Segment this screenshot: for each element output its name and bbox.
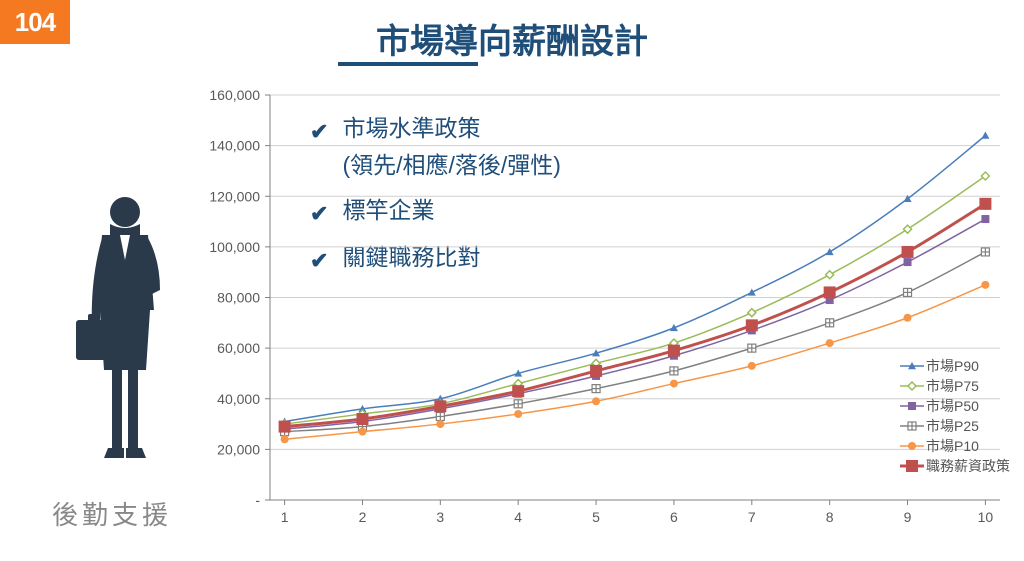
svg-text:60,000: 60,000 xyxy=(217,340,260,356)
svg-text:80,000: 80,000 xyxy=(217,290,260,306)
legend-item: 市場P75 xyxy=(900,376,1010,396)
legend-label: 職務薪資政策 xyxy=(926,456,1010,476)
legend-marker-icon xyxy=(900,399,924,413)
legend-label: 市場P75 xyxy=(926,376,979,396)
svg-text:7: 7 xyxy=(748,509,756,525)
svg-text:8: 8 xyxy=(826,509,834,525)
svg-text:20,000: 20,000 xyxy=(217,441,260,457)
legend-item: 市場P50 xyxy=(900,396,1010,416)
legend-marker-icon xyxy=(900,419,924,433)
legend-marker-icon xyxy=(900,359,924,373)
svg-text:140,000: 140,000 xyxy=(209,138,260,154)
legend-item: 職務薪資政策 xyxy=(900,456,1010,476)
page-title: 市場導向薪酬設計 xyxy=(0,14,1024,63)
svg-text:9: 9 xyxy=(904,509,912,525)
legend-label: 市場P90 xyxy=(926,356,979,376)
title-underline xyxy=(338,62,478,66)
legend-item: 市場P90 xyxy=(900,356,1010,376)
legend-marker-icon xyxy=(900,439,924,453)
legend-label: 市場P50 xyxy=(926,396,979,416)
chart-legend: 市場P90 市場P75 市場P50 市場P25 市場P10 職務薪資政策 xyxy=(900,356,1010,476)
legend-label: 市場P25 xyxy=(926,416,979,436)
svg-text:10: 10 xyxy=(978,509,994,525)
legend-marker-icon xyxy=(900,379,924,393)
svg-text:6: 6 xyxy=(670,509,678,525)
legend-marker-icon xyxy=(900,459,924,473)
salary-chart: - 20,000 40,000 60,000 80,000 100,000 120,000 1… xyxy=(200,85,1020,540)
person-label: 後勤支援 xyxy=(52,495,172,532)
svg-text:5: 5 xyxy=(592,509,600,525)
person-silhouette-icon xyxy=(60,190,190,470)
svg-text:1: 1 xyxy=(281,509,289,525)
svg-text:3: 3 xyxy=(436,509,444,525)
legend-item: 市場P10 xyxy=(900,436,1010,456)
svg-text:-: - xyxy=(255,492,260,508)
svg-text:2: 2 xyxy=(359,509,367,525)
svg-text:100,000: 100,000 xyxy=(209,239,260,255)
svg-text:40,000: 40,000 xyxy=(217,391,260,407)
legend-item: 市場P25 xyxy=(900,416,1010,436)
svg-text:4: 4 xyxy=(514,509,522,525)
svg-text:120,000: 120,000 xyxy=(209,188,260,204)
svg-text:160,000: 160,000 xyxy=(209,87,260,103)
legend-label: 市場P10 xyxy=(926,436,979,456)
